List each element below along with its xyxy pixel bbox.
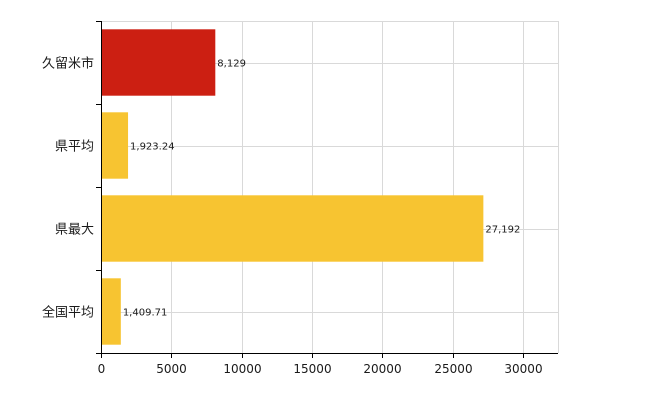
x-tick-label: 30000 [504,362,542,376]
data-label: 1,923.24 [130,142,175,153]
bar [101,195,484,262]
data-label: 27,192 [485,225,520,236]
category-label: 県平均 [55,140,94,155]
category-label: 全国平均 [42,305,94,321]
x-tick-label: 5000 [156,362,187,376]
category-label: 久留米市 [42,56,94,72]
data-label: 8,129 [217,59,246,70]
x-tick-label: 15000 [293,362,331,376]
x-tick-label: 0 [98,362,106,376]
data-label: 1,409.71 [123,308,168,319]
x-tick-label: 10000 [223,362,261,376]
bar [101,112,129,179]
bar [101,29,216,96]
x-tick-label: 20000 [363,362,401,376]
bar [101,278,121,345]
labels: 8,129 1,923.24 27,192 1,409.71 久留米市県平均県最大全国平… [42,56,543,377]
bars [101,29,484,345]
x-tick-label: 25000 [434,362,472,376]
axes [96,21,558,358]
category-label: 県最大 [55,223,94,238]
